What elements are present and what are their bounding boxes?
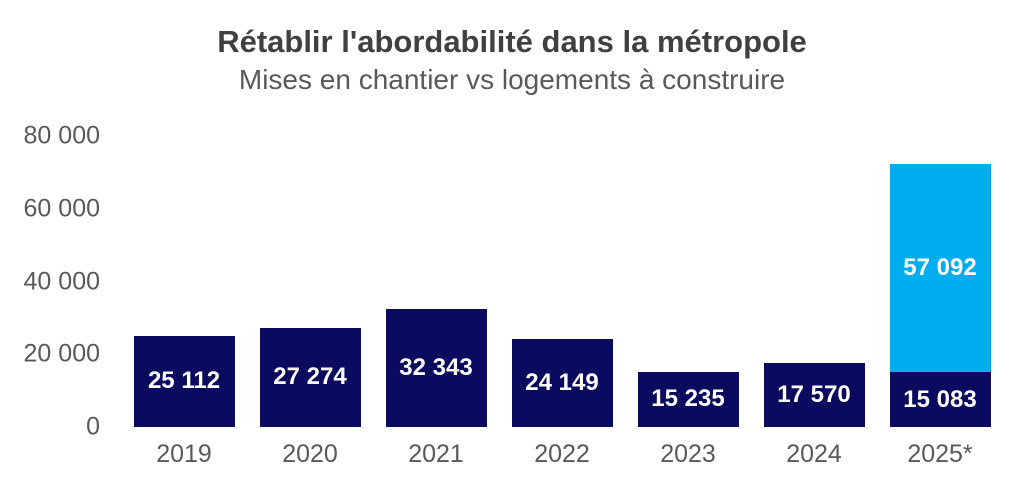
bar-segment: 15 083 xyxy=(889,372,991,427)
bar-segment: 27 274 xyxy=(259,327,361,427)
x-tick-label: 2020 xyxy=(282,440,338,468)
x-tick-label: 2025* xyxy=(907,440,973,468)
bar-value-label: 32 343 xyxy=(399,354,473,382)
x-tick-label: 2024 xyxy=(786,440,842,468)
bar-value-label: 25 112 xyxy=(147,367,221,395)
chart-subtitle: Mises en chantier vs logements à constru… xyxy=(238,64,786,95)
bar-segment: 24 149 xyxy=(511,339,613,427)
bar-column-2020: 27 274 xyxy=(247,136,373,427)
bar-column-2024: 17 570 xyxy=(751,136,877,427)
x-tick-label: 2019 xyxy=(156,440,212,468)
y-tick-label: 40 000 xyxy=(23,267,100,295)
y-tick-label: 0 xyxy=(86,412,100,441)
bar-value-label: 15 235 xyxy=(651,385,725,413)
x-tick-label: 2022 xyxy=(534,440,590,468)
bar-value-label: 27 274 xyxy=(273,363,347,391)
x-tick-label: 2021 xyxy=(408,440,464,468)
y-tick-label: 80 000 xyxy=(23,121,100,150)
bar-column-2023: 15 235 xyxy=(625,136,751,427)
bar-value-label: 24 149 xyxy=(525,369,599,397)
x-axis: 2019 2020 2021 2022 2023 2024 2025* xyxy=(121,442,1003,467)
bar-column-2022: 24 149 xyxy=(499,136,625,427)
bar-segment: 25 112 xyxy=(133,335,235,427)
bar-segment: 57 092 xyxy=(889,164,991,373)
bar-value-label: 57 092 xyxy=(903,254,977,282)
chart-title: Rétablir l'abordabilité dans la métropol… xyxy=(217,24,807,59)
bar-segment: 32 343 xyxy=(385,309,487,427)
y-tick-label: 20 000 xyxy=(23,339,100,368)
bar-column-2019: 25 112 xyxy=(121,136,247,427)
bar-segment: 17 570 xyxy=(763,363,865,427)
bar-value-label: 15 083 xyxy=(903,385,977,413)
y-tick-label: 60 000 xyxy=(23,194,100,223)
x-tick-label: 2023 xyxy=(660,440,716,468)
bar-column-2025: 57 092 15 083 xyxy=(877,136,1003,427)
bar-column-2021: 32 343 xyxy=(373,136,499,427)
plot-area: 25 112 27 274 32 343 24 149 15 235 17 570 57 0… xyxy=(121,136,1003,427)
y-axis: 0 20 000 40 000 60 000 80 000 xyxy=(0,123,100,439)
bar-value-label: 17 570 xyxy=(777,381,851,409)
bar-segment: 15 235 xyxy=(637,371,739,427)
